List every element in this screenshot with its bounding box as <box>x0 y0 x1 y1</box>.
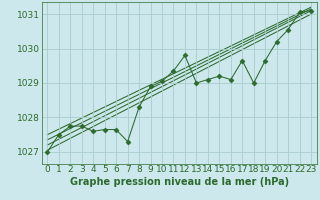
X-axis label: Graphe pression niveau de la mer (hPa): Graphe pression niveau de la mer (hPa) <box>70 177 289 187</box>
